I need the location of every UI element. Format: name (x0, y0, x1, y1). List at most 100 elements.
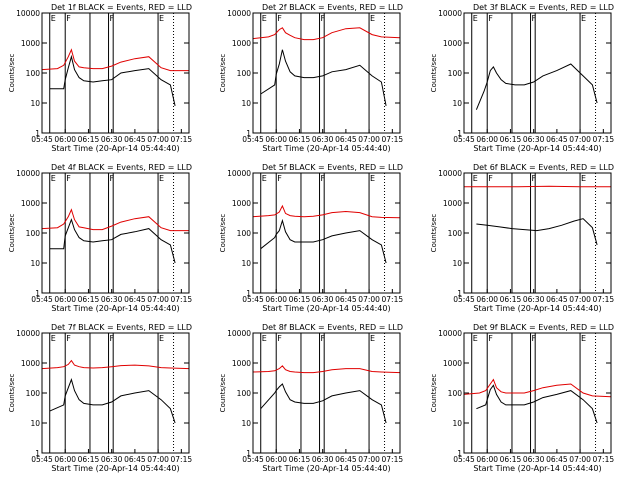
y-tick-label: 100 (448, 389, 463, 398)
region-flag: F (488, 334, 493, 343)
y-tick-label: 10 (241, 259, 251, 268)
x-tick-label: 07:15 (382, 455, 404, 464)
region-flag: F (488, 174, 493, 183)
y-tick-label: 10000 (438, 9, 462, 18)
x-tick-label: 07:00 (358, 295, 380, 304)
panel-title: Det 8f BLACK = Events, RED = LLD (262, 323, 403, 332)
region-flag: F (277, 174, 282, 183)
x-tick-label: 06:00 (265, 135, 287, 144)
x-tick-label: 06:30 (101, 135, 123, 144)
x-tick-label: 06:30 (101, 455, 123, 464)
region-flag: F (66, 14, 71, 23)
x-tick-label: 07:00 (358, 455, 380, 464)
x-tick-label: 07:00 (569, 455, 591, 464)
region-flag: E (473, 14, 478, 23)
y-tick-label: 1000 (443, 199, 462, 208)
region-flag: E (581, 334, 586, 343)
y-axis-label: Counts/sec (430, 374, 438, 413)
x-tick-label: 07:15 (593, 135, 615, 144)
x-tick-label: 05:45 (242, 455, 264, 464)
y-tick-label: 1 (35, 289, 40, 298)
region-flag: F (321, 14, 326, 23)
events-series-line (49, 378, 176, 424)
y-tick-label: 100 (237, 229, 252, 238)
region-flag: E (370, 174, 375, 183)
y-tick-label: 1 (246, 129, 251, 138)
region-flag: F (277, 14, 282, 23)
events-series-line (476, 218, 598, 246)
y-tick-label: 1000 (232, 39, 251, 48)
y-tick-label: 1000 (443, 39, 462, 48)
region-flag: F (110, 334, 115, 343)
x-tick-label: 05:45 (31, 135, 53, 144)
y-tick-label: 10 (452, 259, 462, 268)
x-tick-label: 07:15 (593, 295, 615, 304)
region-flag: F (66, 334, 71, 343)
x-tick-label: 06:30 (312, 135, 334, 144)
x-tick-label: 07:00 (358, 135, 380, 144)
region-flag: F (321, 334, 326, 343)
x-tick-label: 06:45 (335, 295, 357, 304)
lld-series-line (252, 365, 401, 374)
y-tick-label: 10 (452, 419, 462, 428)
y-tick-label: 1 (457, 129, 462, 138)
y-tick-label: 10000 (227, 9, 251, 18)
x-tick-label: 07:15 (171, 135, 193, 144)
region-flag: E (159, 334, 164, 343)
x-tick-label: 07:00 (147, 295, 169, 304)
y-tick-label: 1000 (21, 199, 40, 208)
x-tick-label: 06:00 (265, 455, 287, 464)
y-tick-label: 10 (241, 99, 251, 108)
x-tick-label: 06:15 (500, 135, 522, 144)
x-tick-label: 05:45 (453, 455, 475, 464)
y-axis-label: Counts/sec (219, 214, 227, 253)
y-tick-label: 10 (452, 99, 462, 108)
y-tick-label: 100 (448, 229, 463, 238)
x-tick-label: 06:45 (124, 455, 146, 464)
y-tick-label: 1000 (21, 359, 40, 368)
x-tick-label: 05:45 (242, 135, 264, 144)
y-tick-label: 100 (237, 389, 252, 398)
panel-title: Det 6f BLACK = Events, RED = LLD (473, 163, 614, 172)
x-tick-label: 05:45 (31, 455, 53, 464)
x-tick-label: 06:45 (124, 135, 146, 144)
y-tick-label: 10 (30, 259, 40, 268)
x-tick-label: 07:00 (147, 135, 169, 144)
x-tick-label: 06:45 (124, 295, 146, 304)
region-flag: E (51, 174, 56, 183)
detector-panel: Det 4f BLACK = Events, RED = LLD E F F E 1 10 1… (8, 163, 192, 313)
x-tick-label: 06:30 (523, 135, 545, 144)
y-tick-label: 1000 (232, 199, 251, 208)
y-axis-label: Counts/sec (8, 374, 16, 413)
x-tick-label: 06:45 (546, 295, 568, 304)
region-flag: E (370, 14, 375, 23)
x-tick-label: 06:00 (476, 455, 498, 464)
lld-series-line (41, 359, 190, 370)
x-tick-label: 07:00 (147, 455, 169, 464)
y-tick-label: 10 (241, 419, 251, 428)
x-tick-label: 06:00 (54, 295, 76, 304)
lld-series-line (463, 378, 612, 398)
x-axis-label: Start Time (20-Apr-14 05:44:40) (473, 464, 601, 473)
x-tick-label: 06:30 (312, 295, 334, 304)
x-tick-label: 05:45 (453, 135, 475, 144)
y-tick-label: 10000 (227, 169, 251, 178)
x-tick-label: 06:45 (335, 135, 357, 144)
panel-title: Det 4f BLACK = Events, RED = LLD (51, 163, 192, 172)
detector-panel: Det 8f BLACK = Events, RED = LLD E F F E 1 10 1… (219, 323, 403, 473)
x-axis-label: Start Time (20-Apr-14 05:44:40) (473, 304, 601, 313)
x-tick-label: 06:15 (78, 135, 100, 144)
y-tick-label: 100 (26, 389, 41, 398)
x-tick-label: 05:45 (242, 295, 264, 304)
region-flag: F (532, 14, 537, 23)
y-tick-label: 10 (30, 419, 40, 428)
x-tick-label: 07:15 (382, 135, 404, 144)
x-tick-label: 07:00 (569, 295, 591, 304)
events-series-line (476, 384, 598, 424)
x-tick-label: 06:30 (523, 455, 545, 464)
x-tick-label: 06:30 (312, 455, 334, 464)
region-flag: E (581, 174, 586, 183)
y-tick-label: 100 (26, 229, 41, 238)
detector-panel: Det 5f BLACK = Events, RED = LLD E F F E 1 10 1… (219, 163, 403, 313)
y-tick-label: 1000 (443, 359, 462, 368)
